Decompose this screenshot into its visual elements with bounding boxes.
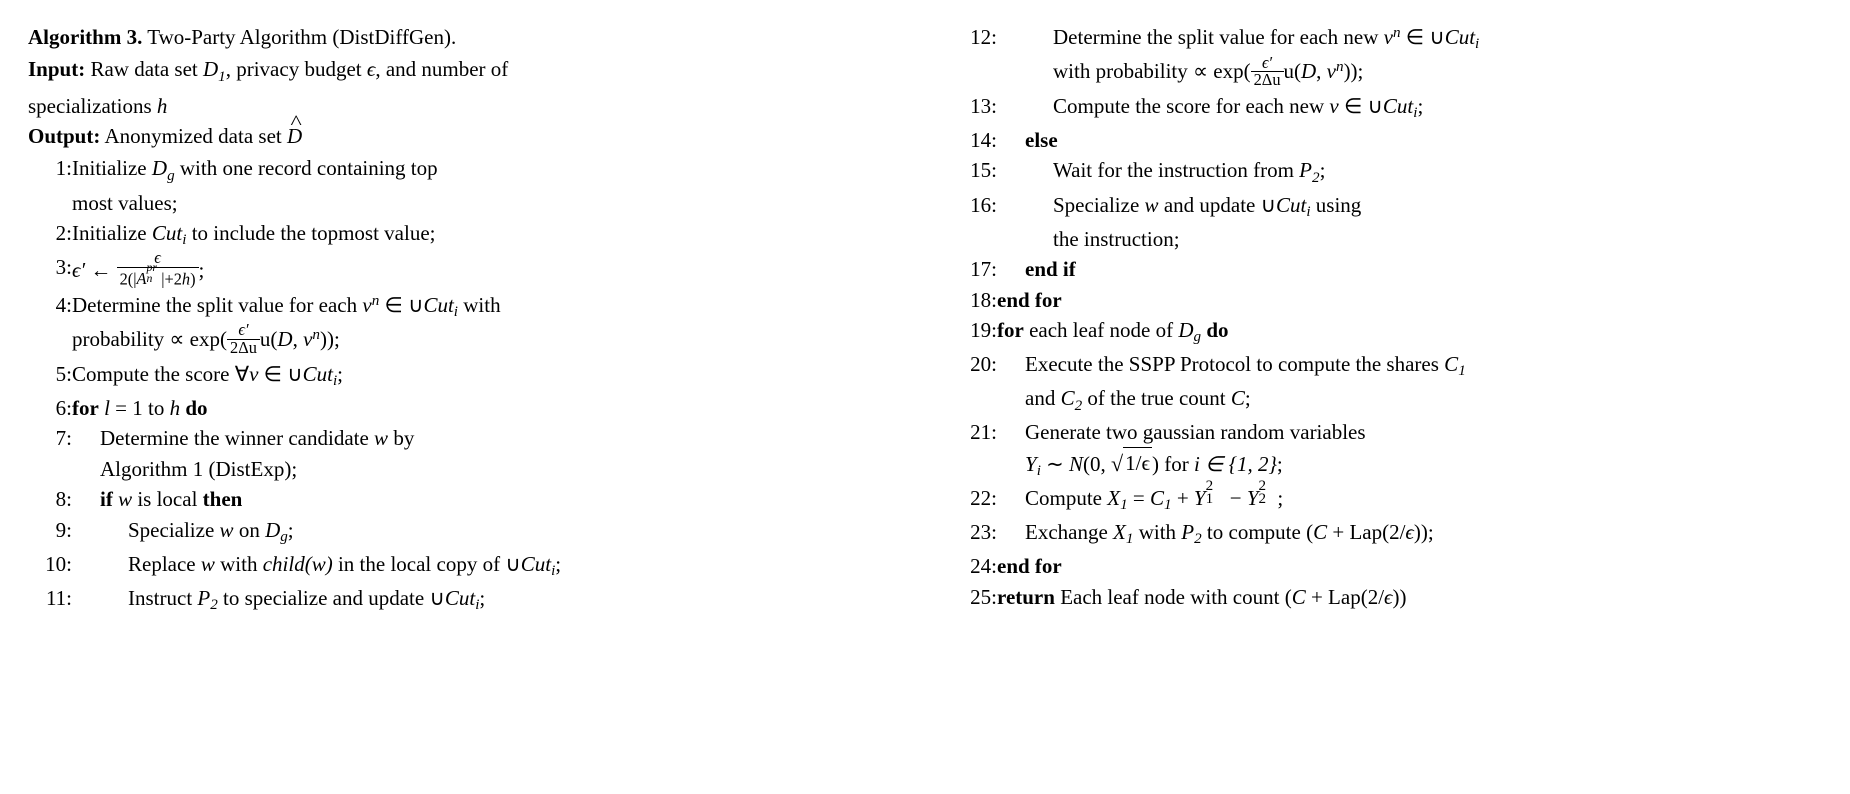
step-10: 10: Replace w with child(w) in the local…: [28, 549, 897, 583]
step-1: 1: Initialize Dg with one record contain…: [28, 153, 897, 218]
step-5: 5: Compute the score ∀v ∈ ∪Cuti;: [28, 359, 897, 393]
output-label: Output:: [28, 124, 100, 148]
input-text-1c: , and number of: [375, 57, 508, 81]
step-20: 20: Execute the SSPP Protocol to compute…: [953, 349, 1822, 417]
step-6: 6: for l = 1 to h do: [28, 393, 897, 423]
step-16: 16: Specialize w and update ∪Cuti using …: [953, 190, 1822, 255]
step-number: 1:: [28, 153, 72, 218]
step-15: 15: Wait for the instruction from P2;: [953, 155, 1822, 189]
step-14: 14: else: [953, 125, 1822, 155]
algorithm-header: Algorithm 3. Two-Party Algorithm (DistDi…: [28, 22, 897, 52]
step-7: 7: Determine the winner candidate w by A…: [28, 423, 897, 484]
step-25: 25: return Each leaf node with count (C …: [953, 582, 1822, 612]
output-text: Anonymized data set: [104, 124, 287, 148]
step-2: 2: Initialize Cuti to include the topmos…: [28, 218, 897, 252]
input-text-1b: , privacy budget: [226, 57, 367, 81]
step-12: 12: Determine the split value for each n…: [953, 22, 1822, 91]
algorithm-input-cont: specializations h: [28, 91, 897, 121]
step-11: 11: Instruct P2 to specialize and update…: [28, 583, 897, 617]
algorithm-title: Two-Party Algorithm (DistDiffGen).: [147, 25, 456, 49]
algorithm-block: Algorithm 3. Two-Party Algorithm (DistDi…: [28, 22, 1822, 617]
input-text-2: specializations: [28, 94, 157, 118]
step-13: 13: Compute the score for each new v ∈ ∪…: [953, 91, 1822, 125]
step-19: 19: for each leaf node of Dg do: [953, 315, 1822, 349]
step-body: Initialize Dg with one record containing…: [72, 153, 897, 218]
step-23: 23: Exchange X1 with P2 to compute (C + …: [953, 517, 1822, 551]
step-4: 4: Determine the split value for each vn…: [28, 290, 897, 359]
input-text-1a: Raw data set: [90, 57, 203, 81]
step-9: 9: Specialize w on Dg;: [28, 515, 897, 549]
sym-h: h: [157, 94, 168, 118]
sym-Dhat: D: [287, 121, 302, 151]
step-17: 17: end if: [953, 254, 1822, 284]
step-21: 21: Generate two gaussian random variabl…: [953, 417, 1822, 483]
step-22: 22: Compute X1 = C1 + Y21 − Y22;: [953, 483, 1822, 517]
algorithm-output: Output: Anonymized data set D: [28, 121, 897, 151]
algorithm-label: Algorithm 3.: [28, 25, 142, 49]
step-18: 18: end for: [953, 285, 1822, 315]
fraction-budget: ϵ 2(|Aprn|+2h): [117, 250, 199, 288]
sym-D1: D1: [203, 57, 226, 81]
input-label: Input:: [28, 57, 85, 81]
algorithm-input: Input: Raw data set D1, privacy budget ϵ…: [28, 54, 897, 88]
step-8: 8: if w is local then: [28, 484, 897, 514]
step-24: 24: end for: [953, 551, 1822, 581]
step-3: 3: ϵ′ ← ϵ 2(|Aprn|+2h) ;: [28, 252, 897, 290]
